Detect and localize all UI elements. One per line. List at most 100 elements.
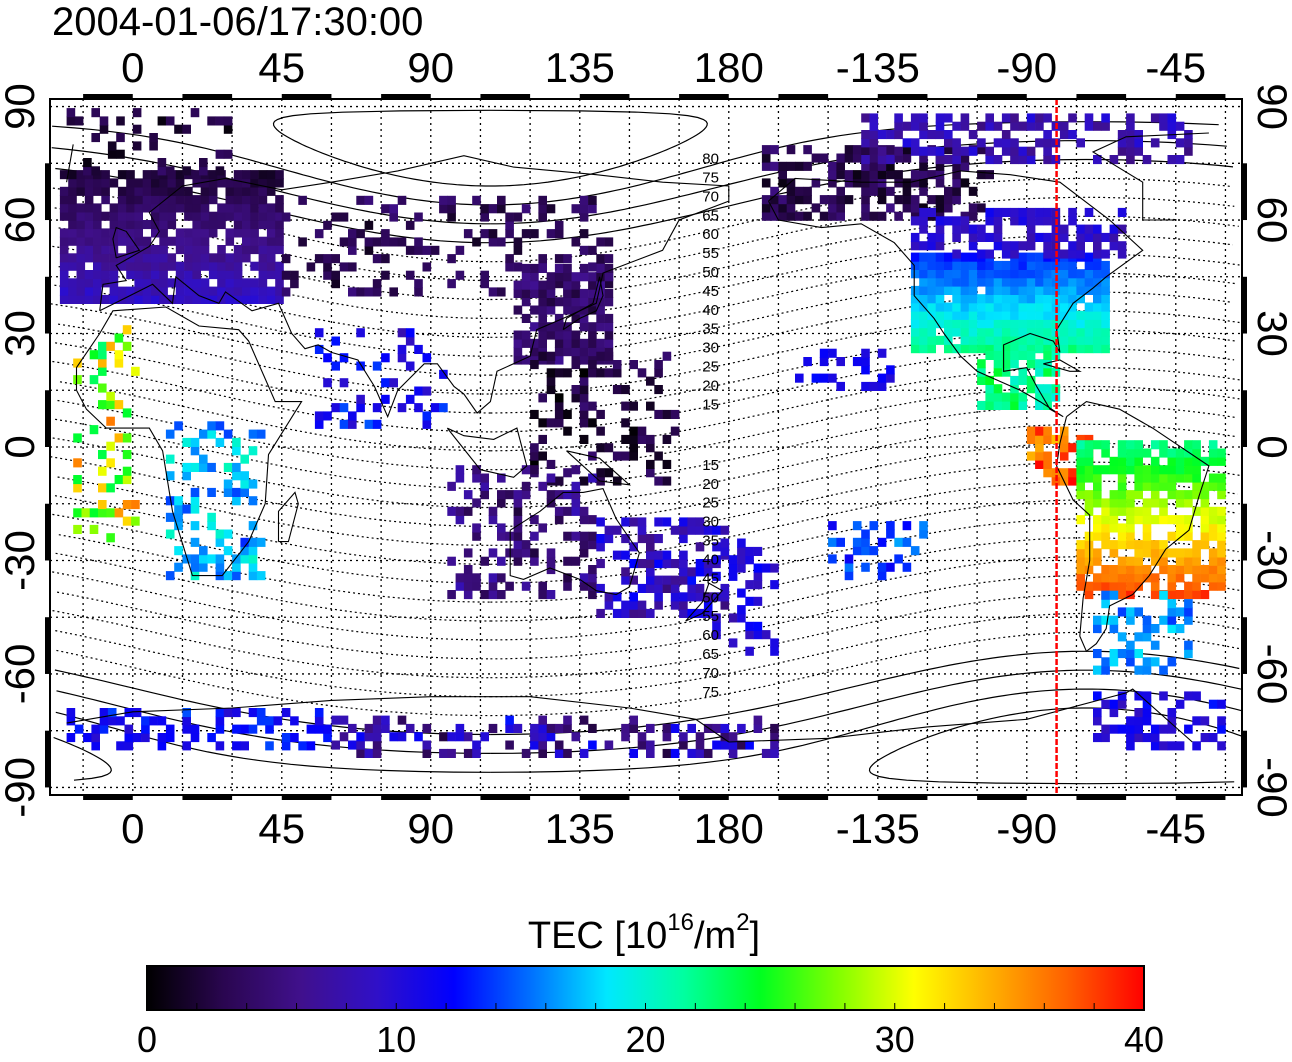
- tec-cell: [93, 211, 102, 221]
- tec-cell: [579, 540, 589, 550]
- tec-cell: [1084, 556, 1094, 566]
- tec-cell: [151, 294, 160, 304]
- tec-cell: [76, 245, 86, 255]
- tec-cell: [331, 336, 340, 346]
- tec-cell: [1200, 490, 1210, 500]
- tec-cell: [132, 733, 142, 743]
- tec-cell: [242, 195, 251, 205]
- tec-cell: [76, 270, 86, 280]
- frame-bar: [1242, 617, 1247, 674]
- tec-cell: [76, 228, 86, 238]
- tec-cell: [126, 220, 135, 230]
- tec-cell: [637, 426, 647, 436]
- tec-cell: [1217, 581, 1226, 591]
- tec-cell: [513, 355, 523, 365]
- tec-cell: [455, 732, 465, 742]
- tec-cell: [397, 732, 407, 742]
- frame-bar: [1175, 94, 1226, 99]
- tec-cell: [1184, 607, 1193, 617]
- tec-cell: [106, 400, 115, 410]
- tec-cell: [157, 158, 167, 168]
- tec-cell: [1084, 344, 1094, 354]
- tec-cell: [1126, 506, 1135, 516]
- tec-cell: [1117, 691, 1127, 701]
- tec-cell: [1117, 473, 1127, 483]
- tec-cell: [894, 121, 903, 131]
- tec-cell: [952, 121, 961, 131]
- tec-cell: [1101, 232, 1110, 242]
- tec-cell: [364, 748, 374, 758]
- tec-cell: [298, 237, 307, 247]
- tec-cell: [1134, 733, 1143, 743]
- tec-cell: [250, 170, 259, 180]
- tec-cell: [1068, 310, 1077, 320]
- tec-cell: [629, 434, 638, 444]
- tec-cell: [76, 211, 86, 221]
- tec-cell: [952, 138, 961, 148]
- tec-cell: [985, 375, 994, 385]
- tec-cell: [902, 195, 912, 205]
- tec-cell: [919, 269, 928, 279]
- tec-cell: [1126, 741, 1135, 751]
- tec-cell: [117, 236, 127, 246]
- bottom-longitude-tick-label: 90: [407, 805, 454, 852]
- top-longitude-tick-label: 135: [545, 44, 615, 91]
- tec-cell: [753, 630, 763, 640]
- tec-cell: [1084, 232, 1094, 242]
- tec-cell: [275, 220, 284, 230]
- tec-cell: [919, 344, 928, 354]
- tec-cell: [861, 130, 870, 140]
- tec-cell: [1076, 241, 1085, 251]
- tec-cell: [463, 732, 473, 742]
- tec-cell: [81, 508, 91, 518]
- tec-cell: [348, 237, 357, 247]
- tec-cell: [266, 286, 276, 296]
- tec-cell: [225, 236, 235, 246]
- tec-cell: [919, 529, 928, 539]
- tec-cell: [1093, 285, 1102, 295]
- tec-cell: [1076, 249, 1085, 259]
- tec-cell: [117, 170, 127, 180]
- tec-cell: [679, 567, 688, 577]
- tec-cell: [886, 529, 895, 539]
- tec-cell: [621, 567, 630, 577]
- tec-cell: [1200, 498, 1210, 508]
- tec-cell: [985, 216, 994, 226]
- tec-cell: [233, 286, 243, 296]
- tec-cell: [985, 277, 994, 287]
- tec-cell: [679, 517, 688, 527]
- tec-cell: [447, 212, 456, 222]
- tec-cell: [182, 166, 191, 176]
- tec-cell: [1159, 440, 1168, 450]
- tec-cell: [174, 512, 183, 522]
- tec-cell: [604, 254, 614, 264]
- tec-cell: [225, 211, 235, 221]
- tec-cell: [184, 186, 193, 196]
- frame-bar: [45, 390, 50, 447]
- magnetic-latitude-label: 75: [702, 169, 719, 186]
- tec-cell: [1126, 573, 1135, 583]
- tec-cell: [588, 322, 597, 332]
- tec-cell: [1068, 241, 1077, 251]
- tec-cell: [1026, 335, 1036, 345]
- tec-cell: [877, 195, 887, 205]
- tec-cell: [126, 178, 135, 188]
- tec-cell: [258, 270, 268, 280]
- tec-cell: [1076, 465, 1085, 475]
- tec-cell: [588, 280, 597, 290]
- tec-cell: [836, 203, 845, 213]
- tec-cell: [199, 462, 208, 472]
- tec-cell: [546, 280, 556, 290]
- tec-cell: [159, 261, 168, 271]
- colorbar: TEC [1016/m2] 0 10 20 30 40: [137, 909, 1164, 1060]
- tec-cell: [1167, 615, 1177, 625]
- tec-cell: [381, 270, 390, 280]
- tec-cell: [217, 270, 226, 280]
- tec-cell: [629, 715, 638, 725]
- tec-cell: [530, 322, 539, 332]
- tec-cell: [985, 319, 994, 329]
- tec-cell: [538, 254, 547, 264]
- tec-cell: [662, 575, 672, 585]
- tec-cell: [480, 212, 489, 222]
- tec-cell: [217, 278, 226, 288]
